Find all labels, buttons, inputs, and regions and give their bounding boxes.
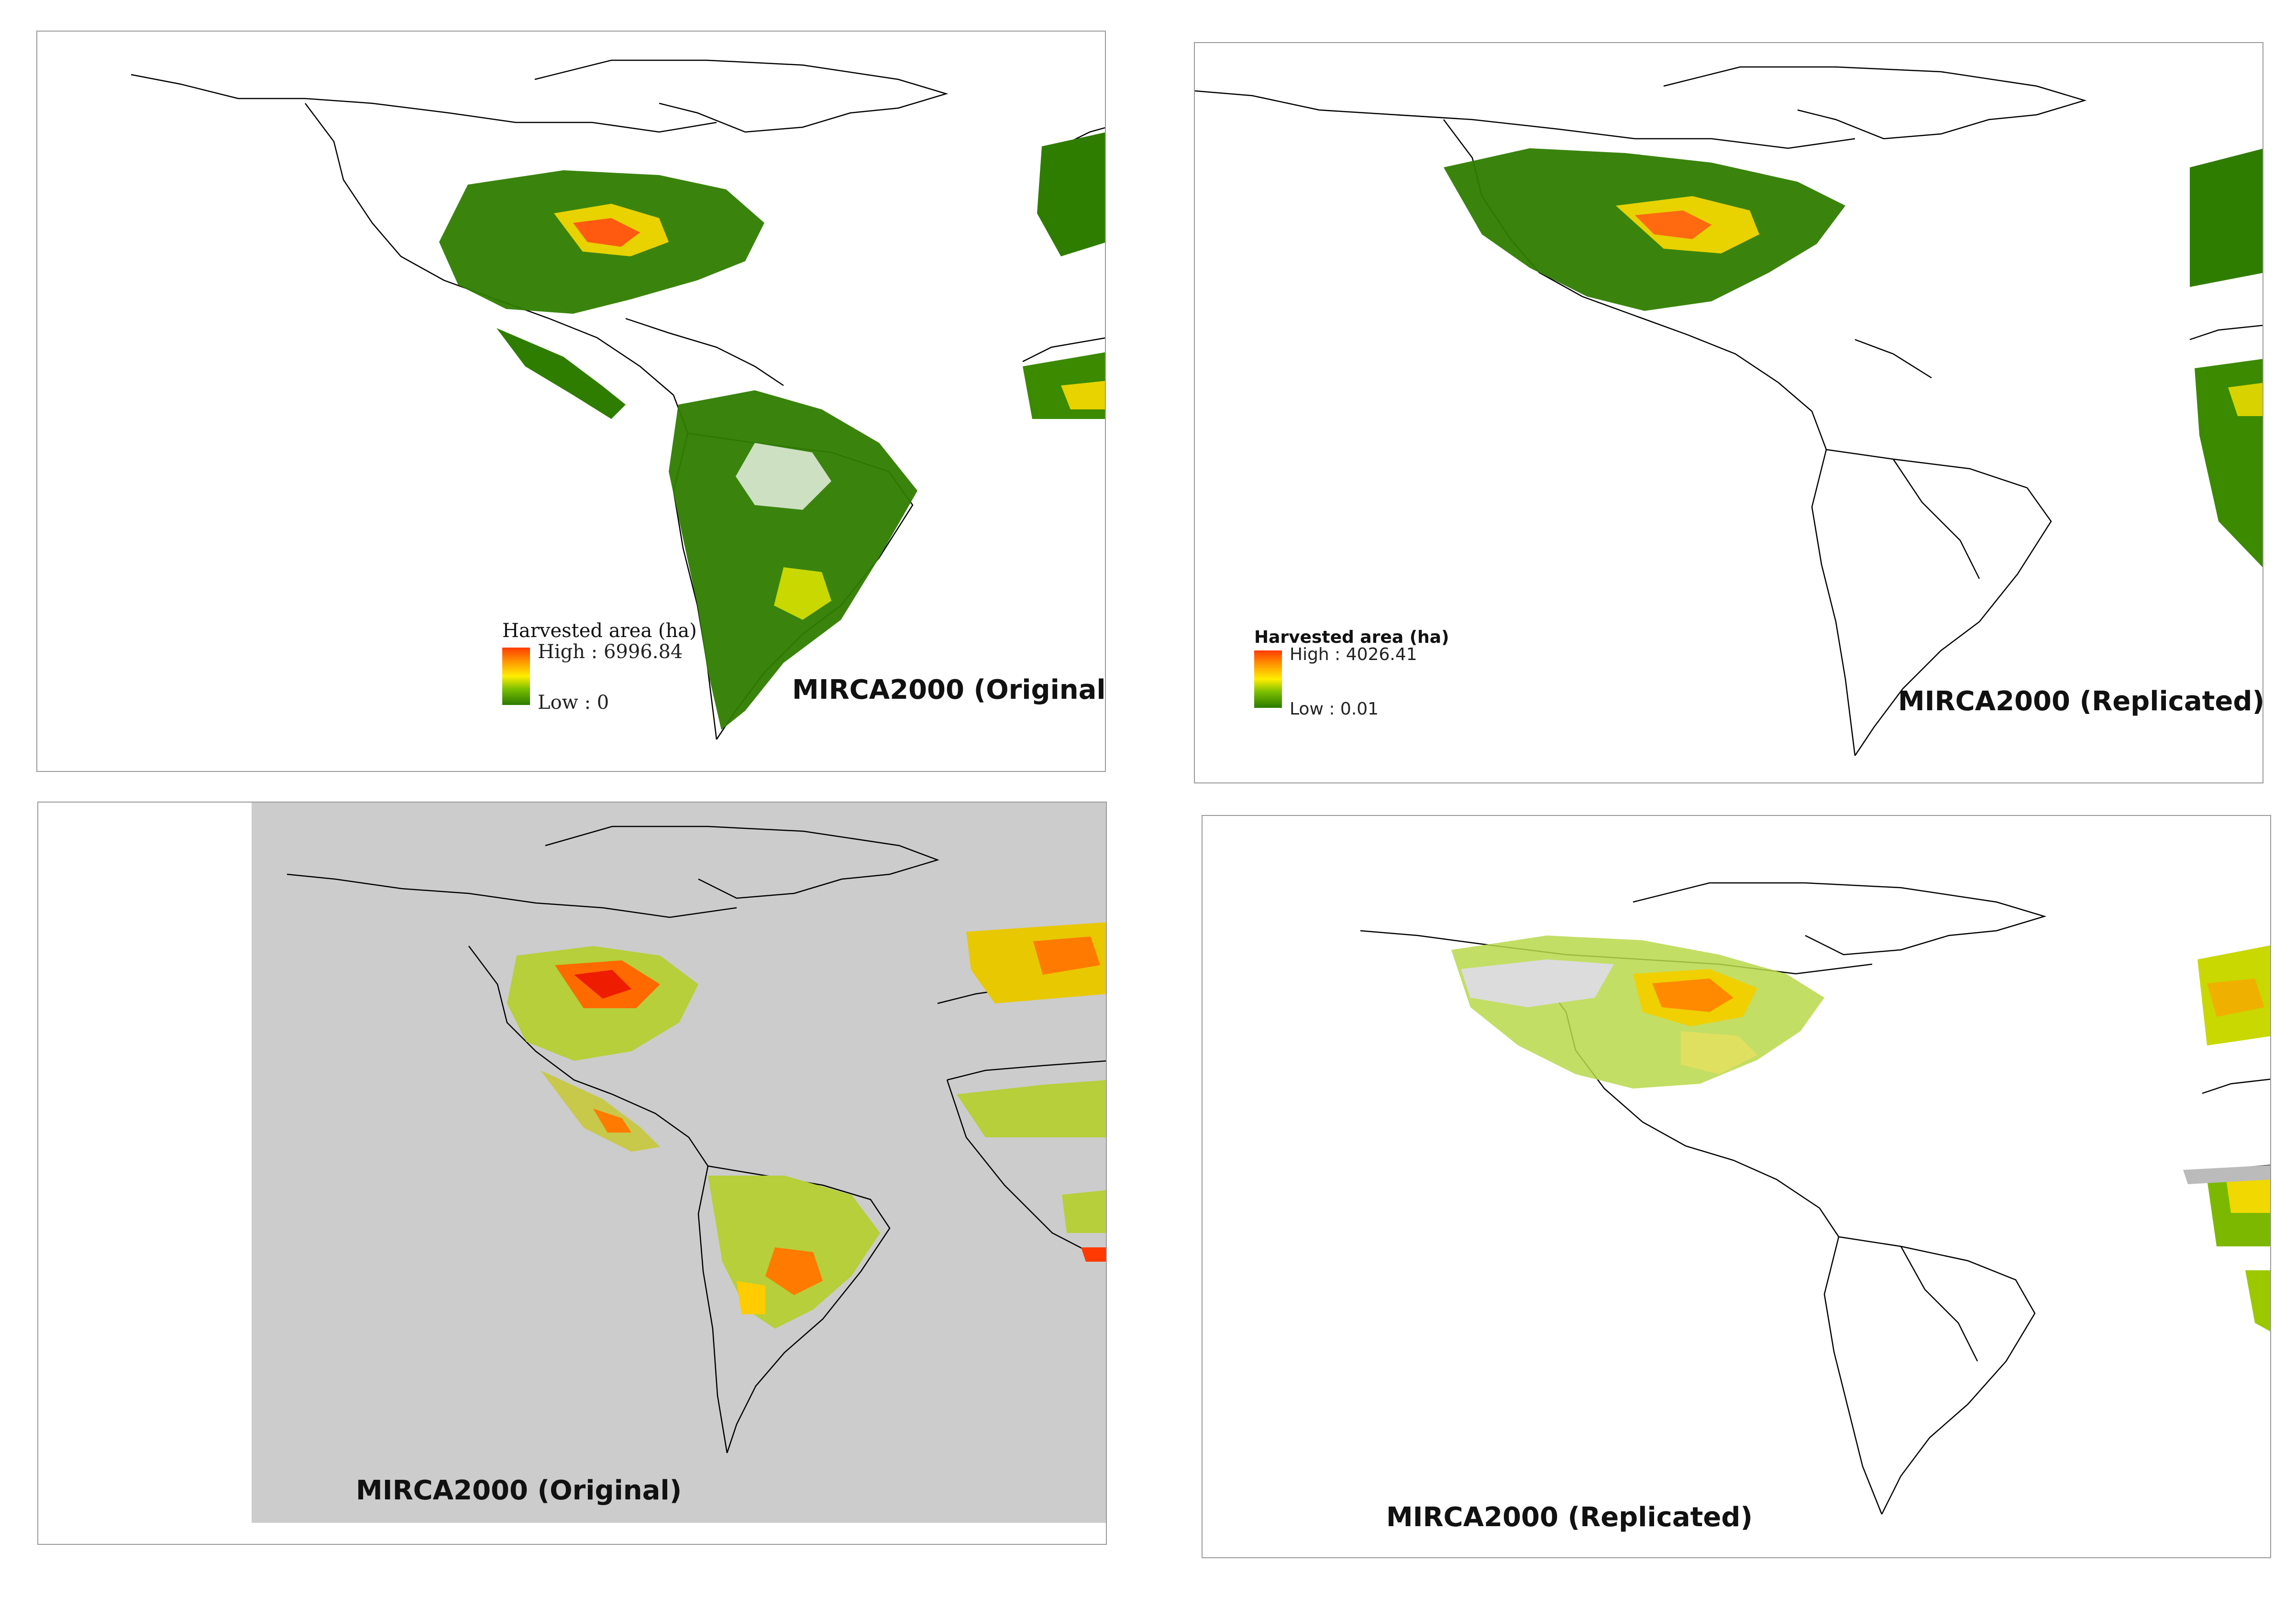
map-canvas bbox=[131, 59, 1105, 740]
harvested-area-raster bbox=[1444, 148, 2263, 567]
legend-color-ramp bbox=[502, 648, 530, 705]
map-canvas bbox=[287, 826, 1106, 1453]
legend-high-label: High : 6996.84 bbox=[538, 641, 683, 663]
legend: Harvested area (ha) High : 6996.84 Low :… bbox=[502, 620, 703, 725]
map-canvas bbox=[1360, 882, 2270, 1515]
legend-title: Harvested area (ha) bbox=[1254, 627, 1449, 647]
legend-color-ramp bbox=[1254, 650, 1282, 708]
coastlines bbox=[1195, 66, 2263, 756]
map-title: MIRCA2000 (Original) bbox=[356, 1475, 682, 1506]
harvested-area-raster bbox=[507, 922, 1106, 1329]
legend-low-label: Low : 0.01 bbox=[1290, 699, 1379, 719]
legend-low-label: Low : 0 bbox=[538, 692, 609, 714]
harvested-area-raster bbox=[1451, 936, 2270, 1332]
legend: Harvested area (ha) High : 4026.41 Low :… bbox=[1254, 627, 1455, 733]
map-canvas bbox=[1195, 66, 2263, 756]
map-title: MIRCA2000 (Replicated) bbox=[1898, 686, 2263, 717]
coastlines bbox=[287, 826, 1106, 1453]
map-panel-original-top: Harvested area (ha) High : 6996.84 Low :… bbox=[36, 31, 1106, 772]
map-title: MIRCA2000 (Original) bbox=[792, 674, 1106, 705]
harvested-area-raster bbox=[439, 132, 1105, 730]
map-panel-replicated-top: Harvested area (ha) High : 4026.41 Low :… bbox=[1194, 42, 2263, 783]
map-panel-original-bottom: MIRCA2000 (Original) bbox=[37, 802, 1107, 1545]
legend-title: Harvested area (ha) bbox=[502, 620, 697, 642]
map-panel-replicated-bottom: MIRCA2000 (Replicated) bbox=[1202, 815, 2271, 1558]
map-title: MIRCA2000 (Replicated) bbox=[1386, 1502, 1753, 1533]
gray-basemap bbox=[252, 803, 1106, 1523]
legend-high-label: High : 4026.41 bbox=[1290, 645, 1417, 664]
